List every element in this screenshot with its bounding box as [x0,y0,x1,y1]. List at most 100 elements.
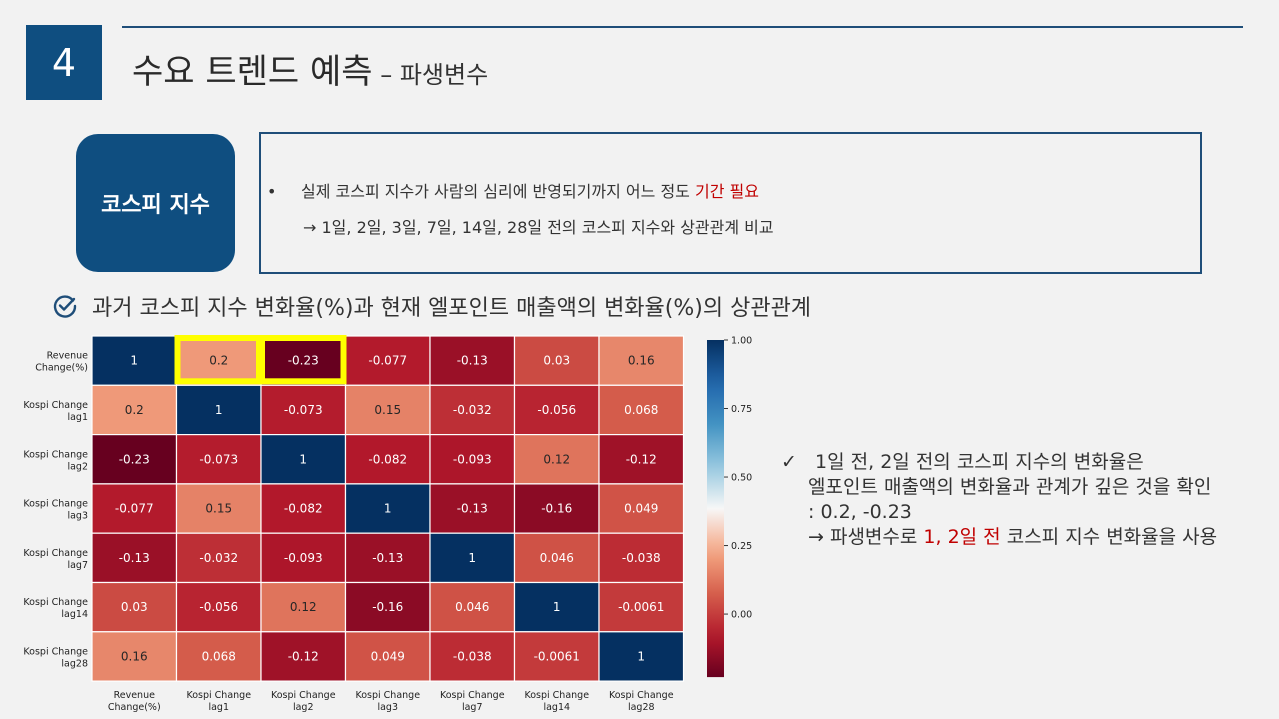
page-title-sub: – 파생변수 [372,61,489,89]
heatmap-cell-label: 0.12 [543,452,570,466]
heatmap-cell-label: -0.12 [626,452,657,466]
heatmap-cell-label: -0.12 [288,649,319,663]
heatmap-cell-label: 1 [637,649,645,663]
heatmap-cell-label: 0.2 [209,354,228,368]
heatmap-cell [429,581,516,633]
heatmap-cell-label: 0.15 [205,502,232,516]
heatmap-cell-label: -0.077 [368,354,407,368]
heatmap-cell [429,384,516,436]
section-heading-text: 과거 코스피 지수 변화율(%)과 현재 엘포인트 매출액의 변화율(%)의 상… [92,296,812,321]
heatmap-cell-label: -0.0061 [618,600,664,614]
correlation-heatmap: 1 0.2 -0.23 -0.077 -0.13 0.03 0.16 0.2 1 -0.073 0.… [23,335,752,713]
heatmap-cell [344,483,431,534]
findings-line-1-text: 1일 전, 2일 전의 코스피 지수의 변화율은 [815,451,1144,473]
column-label: Kospi Change [609,690,674,701]
heatmap-cell-label: -0.13 [457,354,488,368]
heatmap-cell [344,631,431,682]
row-label: lag2 [67,461,88,472]
note-bullet: • [267,182,277,201]
heatmap-cell [260,532,347,584]
heatmap-cell-label: -0.093 [284,551,323,565]
heatmap-cell [91,335,178,386]
row-label: Kospi Change [23,597,88,608]
findings-line-3: : 0.2, -0.23 [808,501,912,523]
header-rule [122,26,1243,28]
findings-block: ✓ 1일 전, 2일 전의 코스피 지수의 변화율은 엘포인트 매출액의 변화율… [781,450,1217,550]
heatmap-cell-label: 0.046 [540,551,574,565]
heatmap-cell [598,581,685,633]
heatmap-cell [91,631,178,682]
heatmap-cell-label: -0.032 [453,403,492,417]
row-label: lag14 [61,609,88,620]
heatmap-cell-label: 1 [553,600,561,614]
heatmap-cell [91,581,178,633]
heatmap-cell-label: -0.23 [119,452,150,466]
findings-line-2: 엘포인트 매출액의 변화율과 관계가 깊은 것을 확인 [808,476,1212,498]
heatmap-cell-label: -0.082 [284,502,323,516]
heatmap-cell-label: 0.03 [121,600,148,614]
heatmap-cell [598,483,685,534]
heatmap-cell [91,483,178,534]
page-title-main: 수요 트렌드 예측 [132,52,373,92]
column-label: lag2 [293,702,314,713]
heatmap-cell-label: -0.032 [199,551,238,565]
heatmap-cell-label: 0.16 [121,649,148,663]
colorbar-tick-label: 0.75 [731,404,752,415]
heatmap-cell-label: -0.16 [541,502,572,516]
heatmap-cell [598,384,685,436]
row-label: Kospi Change [23,548,88,559]
heatmap-cell-label: 1 [215,403,223,417]
row-label: lag28 [61,658,88,669]
colorbar-tick-label: 0.50 [731,473,752,484]
colorbar-tick-label: 1.00 [731,336,752,347]
heatmap-cell-label: -0.038 [453,649,492,663]
check-icon: ✓ [781,451,797,473]
heatmap-cell-label: 0.12 [290,600,317,614]
heatmap-cell [513,433,600,485]
heatmap-cell [175,433,262,485]
heatmap-cell [91,532,178,584]
heatmap-cell [598,433,685,485]
findings-line-4-suffix: 코스피 지수 변화율을 사용 [1000,526,1218,548]
heatmap-cell [513,335,600,386]
row-label: Kospi Change [23,400,88,411]
heatmap-cell-label: -0.13 [457,502,488,516]
heatmap-cell-label: 0.068 [202,649,236,663]
note-line-2: → 1일, 2일, 3일, 7일, 14일, 28일 전의 코스피 지수와 상관… [303,218,774,237]
heatmap-cell-label: 0.2 [125,403,144,417]
column-label: lag7 [462,702,483,713]
heatmap-cell-label: 0.046 [455,600,489,614]
heatmap-cell-label: -0.082 [368,452,407,466]
findings-line-4-highlight: 1, 2일 전 [923,526,1001,548]
column-label: Kospi Change [355,690,420,701]
column-label: Kospi Change [186,690,251,701]
heatmap-cell [344,433,431,485]
heatmap-cell [175,581,262,633]
heatmap-cell-label: -0.16 [372,600,403,614]
check-circle-icon [53,295,77,318]
topic-badge: 코스피 지수 [76,134,235,272]
findings-line-4-prefix: → 파생변수로 [808,526,924,548]
heatmap-cell-label: 0.068 [624,403,658,417]
column-label: lag14 [543,702,570,713]
heatmap-cell-label: -0.093 [453,452,492,466]
heatmap-cell-label: -0.073 [284,403,323,417]
heatmap-cell [598,631,685,682]
column-label: Kospi Change [271,690,336,701]
heatmap-cell-label: 1 [468,551,476,565]
note-line-1: • 실제 코스피 지수가 사람의 심리에 반영되기까지 어느 정도 기간 필요 [267,178,759,202]
heatmap-cell-label: -0.077 [115,502,154,516]
section-heading: 과거 코스피 지수 변화율(%)과 현재 엘포인트 매출액의 변화율(%)의 상… [52,290,811,322]
heatmap-cell-label: -0.056 [537,403,576,417]
note-line-1-text: 실제 코스피 지수가 사람의 심리에 반영되기까지 어느 정도 [301,182,695,201]
findings-line-4: → 파생변수로 1, 2일 전 코스피 지수 변화율을 사용 [781,525,1217,550]
heatmap-cell-label: -0.13 [119,551,150,565]
heatmap-cell-label: 1 [299,452,307,466]
heatmap-cell-label: 0.15 [374,403,401,417]
heatmap-cell-label: -0.13 [372,551,403,565]
heatmap-cell [175,483,262,534]
column-label: lag3 [377,702,398,713]
heatmap-cell-label: 0.03 [543,354,570,368]
row-label: Kospi Change [23,449,88,460]
column-label: Kospi Change [524,690,589,701]
